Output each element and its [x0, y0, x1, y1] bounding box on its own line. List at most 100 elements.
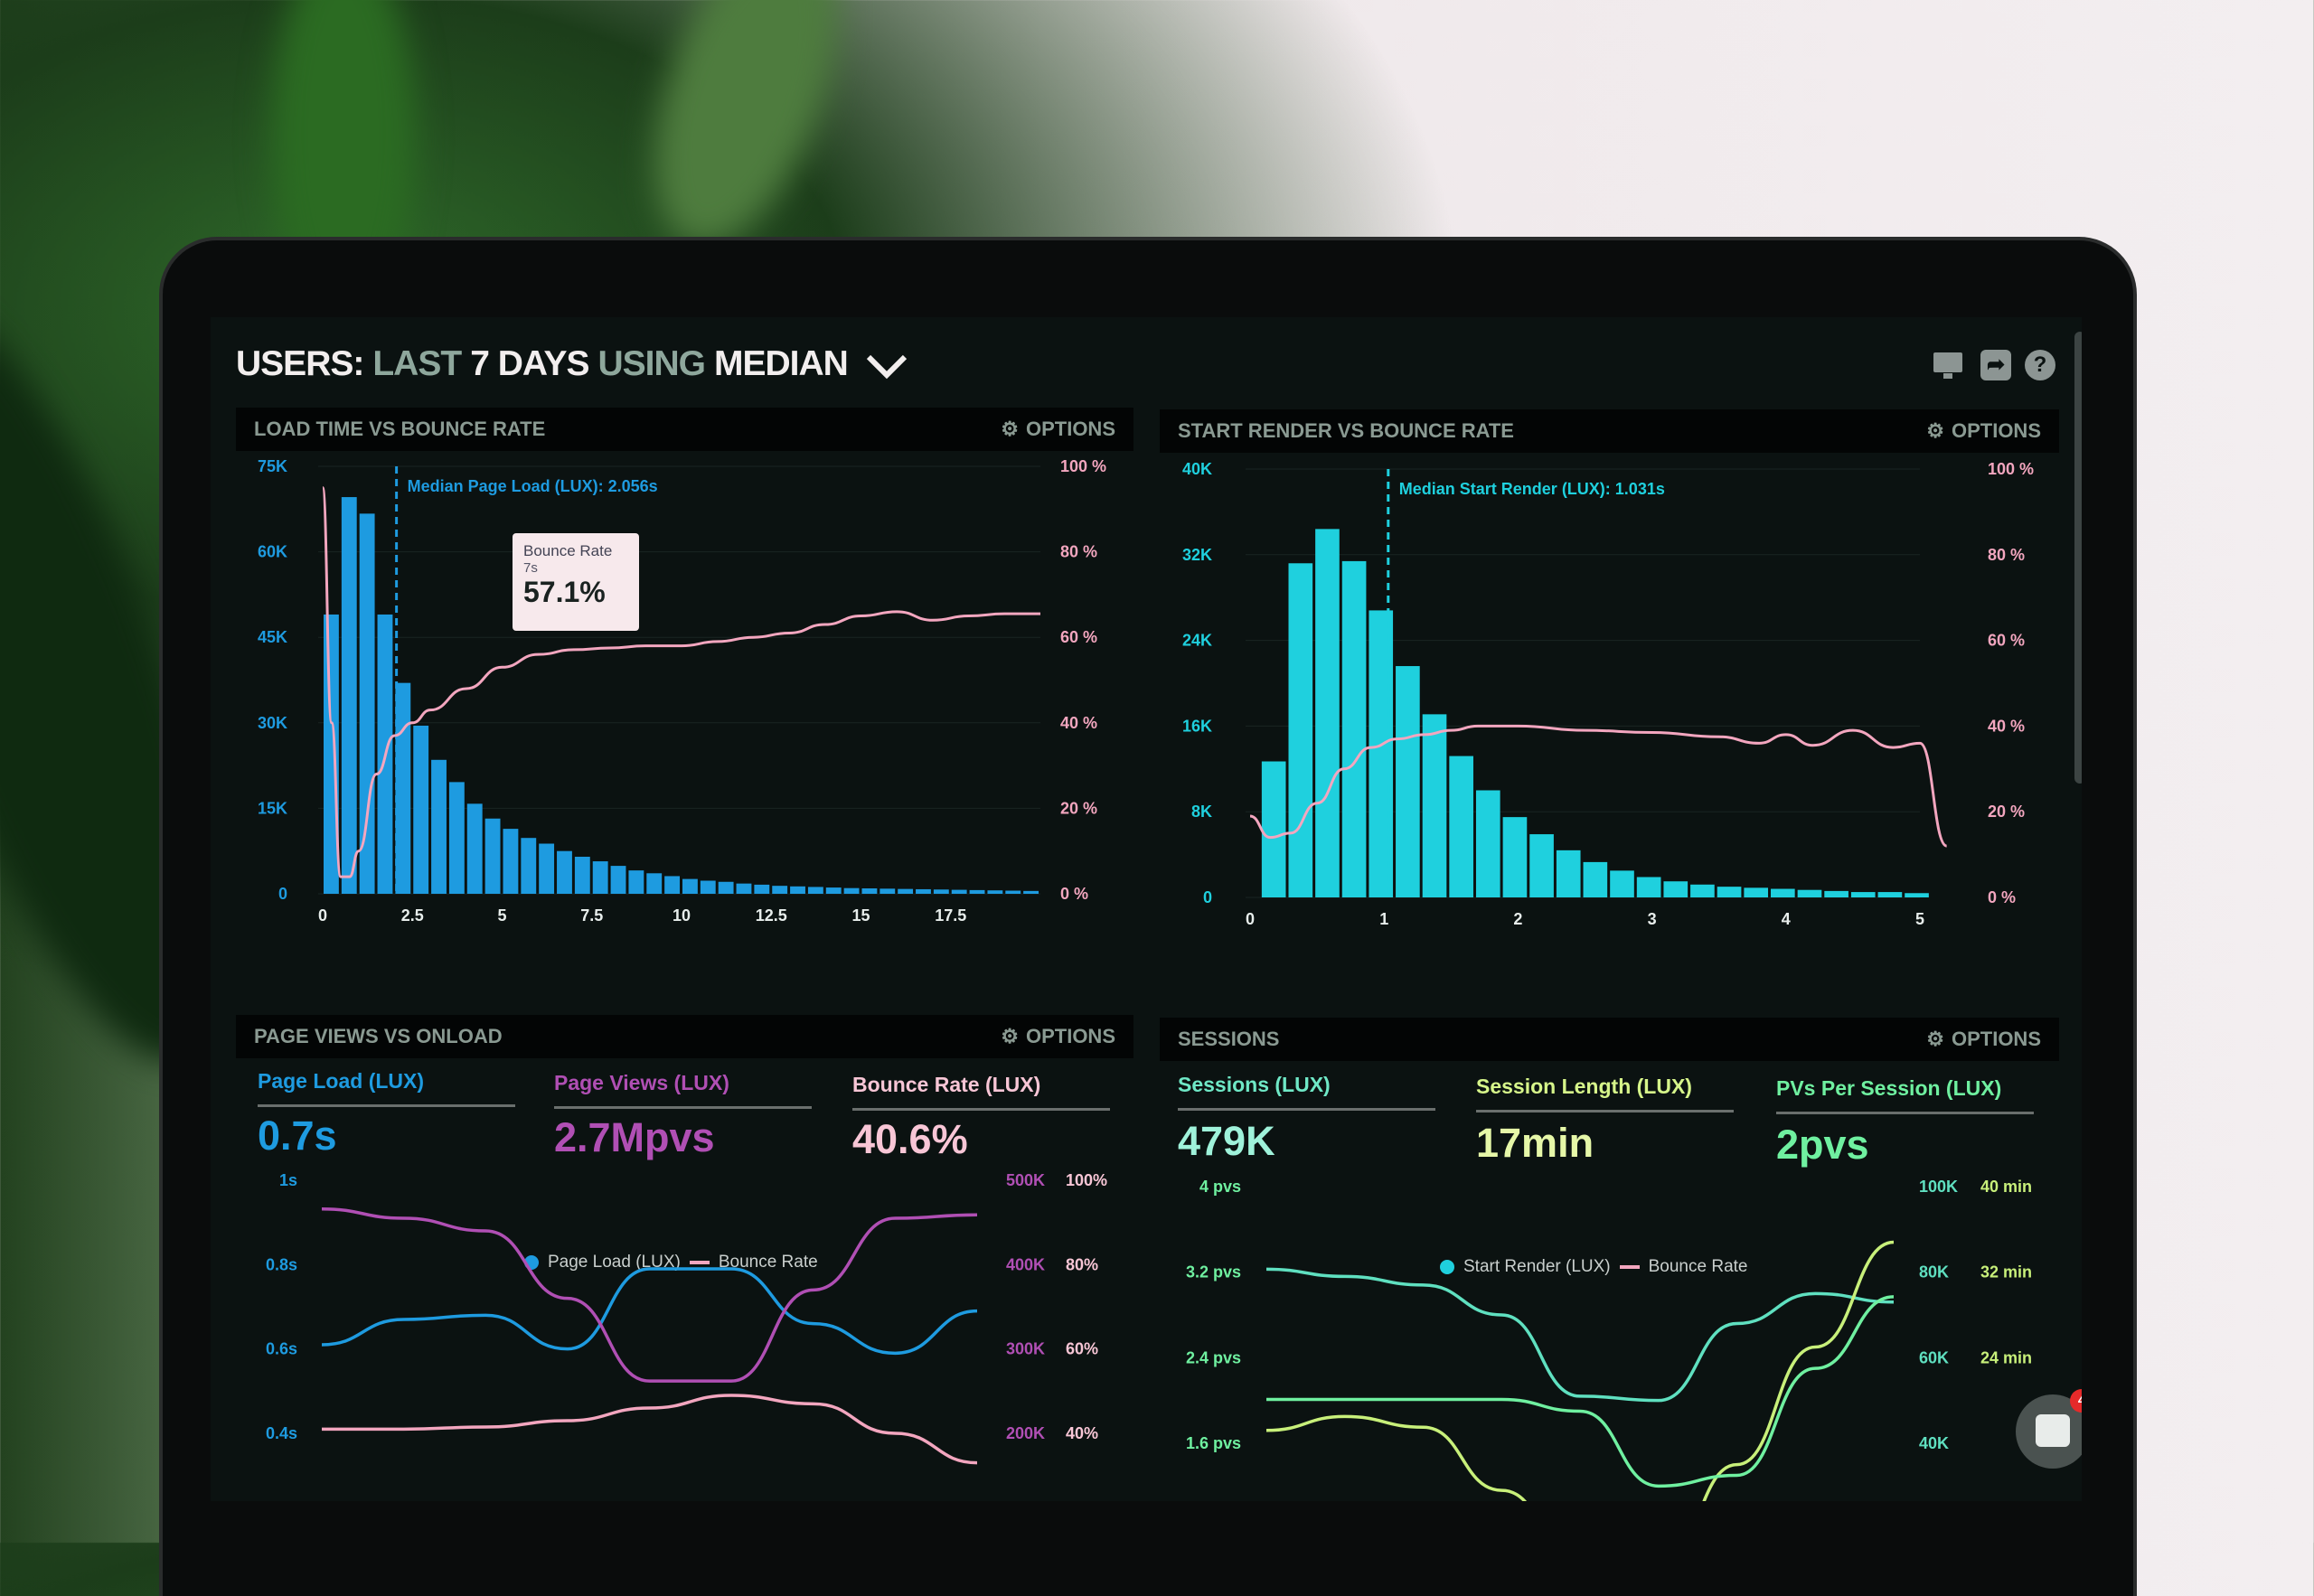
bar: [916, 888, 931, 894]
y-tick-label: 40K: [1182, 460, 1212, 478]
y2-tick-label: 0 %: [1988, 888, 2016, 906]
options-button[interactable]: ⚙ OPTIONS: [1001, 1025, 1115, 1048]
bar: [646, 873, 663, 894]
share-icon[interactable]: ➦: [1980, 350, 2011, 380]
panel-title: START RENDER VS BOUNCE RATE: [1178, 419, 1514, 442]
x-tick-label: 1: [1379, 910, 1388, 928]
options-button[interactable]: ⚙ OPTIONS: [1926, 1028, 2041, 1051]
page-title[interactable]: USERS: LAST 7 DAYS USING MEDIAN: [236, 344, 908, 384]
bar: [790, 886, 805, 894]
axis-tick-label: 0.4s: [266, 1424, 297, 1442]
stat-value-bounce: 40.6%: [852, 1116, 968, 1162]
panel-header-pageviews: PAGE VIEWS VS ONLOAD ⚙ OPTIONS: [236, 1015, 1133, 1058]
chat-icon: [2036, 1414, 2070, 1447]
panel-header-sessions: SESSIONS ⚙ OPTIONS: [1160, 1018, 2059, 1061]
x-tick-label: 2.5: [401, 906, 424, 925]
legend-label[interactable]: Bounce Rate: [1648, 1257, 1748, 1276]
x-tick-label: 0: [1246, 910, 1255, 928]
stat-label-page-views: Page Views (LUX): [554, 1071, 812, 1109]
options-button[interactable]: ⚙ OPTIONS: [1001, 418, 1115, 441]
dashboard-screen: USERS: LAST 7 DAYS USING MEDIAN ➦ ? LOAD TIM…: [211, 317, 2082, 1501]
median-label: Median Start Render (LUX): 1.031s: [1399, 480, 1665, 498]
axis-tick-label: 80%: [1066, 1255, 1098, 1273]
axis-tick-label: 0.6s: [266, 1340, 297, 1358]
bar: [1261, 761, 1286, 897]
bar: [521, 838, 537, 894]
bar: [1797, 889, 1822, 897]
gear-icon: ⚙: [1926, 1028, 1944, 1050]
bar: [1771, 888, 1795, 897]
legend-load: Page Load (LUX) Bounce Rate: [524, 1253, 818, 1272]
title-last: LAST: [372, 344, 462, 383]
panel-header-load: LOAD TIME VS BOUNCE RATE ⚙ OPTIONS: [236, 408, 1133, 451]
axis-tick-label: 40K: [1919, 1434, 1949, 1452]
series-line: [321, 1267, 978, 1356]
x-tick-label: 4: [1782, 910, 1791, 928]
help-icon[interactable]: ?: [2025, 350, 2055, 380]
tooltip-sub: 7s: [523, 560, 538, 576]
axis-tick-label: 40%: [1066, 1424, 1098, 1442]
panel-header-render: START RENDER VS BOUNCE RATE ⚙ OPTIONS: [1160, 409, 2059, 453]
axis-tick-label: 40 min: [1980, 1178, 2032, 1196]
bar: [807, 887, 823, 894]
legend-swatch: [1440, 1260, 1454, 1274]
options-label: OPTIONS: [1951, 1028, 2041, 1050]
bar: [466, 803, 483, 894]
chat-button[interactable]: 4: [2016, 1389, 2082, 1469]
axis-tick-label: 200K: [1006, 1424, 1045, 1442]
stat-value-sessions: 479K: [1178, 1118, 1275, 1164]
bar: [843, 887, 860, 894]
options-label: OPTIONS: [1025, 418, 1115, 440]
panel-title: PAGE VIEWS VS ONLOAD: [254, 1025, 503, 1047]
title-median: MEDIAN: [714, 344, 849, 383]
axis-tick-label: 32 min: [1980, 1263, 2032, 1281]
bounce-rate-line: [321, 486, 1040, 878]
y2-tick-label: 60 %: [1988, 632, 2025, 650]
legend-swatch: [1619, 1265, 1640, 1269]
options-button[interactable]: ⚙ OPTIONS: [1926, 419, 2041, 443]
monitor-icon[interactable]: [1933, 350, 1963, 380]
bar: [1610, 870, 1634, 897]
axis-tick-label: 1s: [279, 1171, 297, 1189]
legend-render: Start Render (LUX) Bounce Rate: [1440, 1257, 1747, 1277]
legend-label[interactable]: Page Load (LUX): [548, 1253, 681, 1272]
bar: [1449, 756, 1473, 897]
scrollbar[interactable]: [2074, 332, 2082, 784]
y2-tick-label: 80 %: [1060, 543, 1097, 561]
legend-swatch: [689, 1261, 710, 1264]
x-tick-label: 17.5: [935, 906, 966, 925]
bar: [413, 725, 429, 894]
bar: [1690, 884, 1715, 897]
bar: [1396, 666, 1420, 897]
y-tick-label: 0: [278, 885, 287, 903]
bar: [1717, 887, 1742, 897]
bar: [610, 866, 626, 894]
chevron-down-icon[interactable]: [866, 352, 908, 380]
legend-label[interactable]: Bounce Rate: [718, 1253, 818, 1272]
bar: [1422, 714, 1447, 897]
bar: [987, 890, 1003, 894]
y-tick-label: 60K: [258, 543, 287, 561]
bar: [1341, 560, 1367, 897]
x-tick-label: 0: [318, 906, 327, 925]
x-tick-label: 7.5: [580, 906, 603, 925]
bar: [951, 889, 967, 894]
stat-value-pvs: 2pvs: [1776, 1122, 1869, 1168]
x-tick-label: 12.5: [756, 906, 787, 925]
y2-tick-label: 40 %: [1060, 714, 1097, 732]
bar: [682, 878, 698, 894]
bar: [1905, 893, 1929, 897]
legend-label[interactable]: Start Render (LUX): [1463, 1257, 1611, 1276]
bar: [1824, 890, 1848, 897]
stat-value-session-length: 17min: [1476, 1120, 1594, 1166]
bar: [825, 887, 842, 894]
bar: [700, 880, 716, 894]
x-tick-label: 5: [497, 906, 506, 925]
bar: [431, 759, 447, 894]
axis-tick-label: 100%: [1066, 1171, 1107, 1189]
bar: [772, 886, 788, 894]
bar: [1023, 890, 1039, 894]
y2-tick-label: 20 %: [1060, 799, 1097, 817]
axis-tick-label: 60%: [1066, 1340, 1098, 1358]
